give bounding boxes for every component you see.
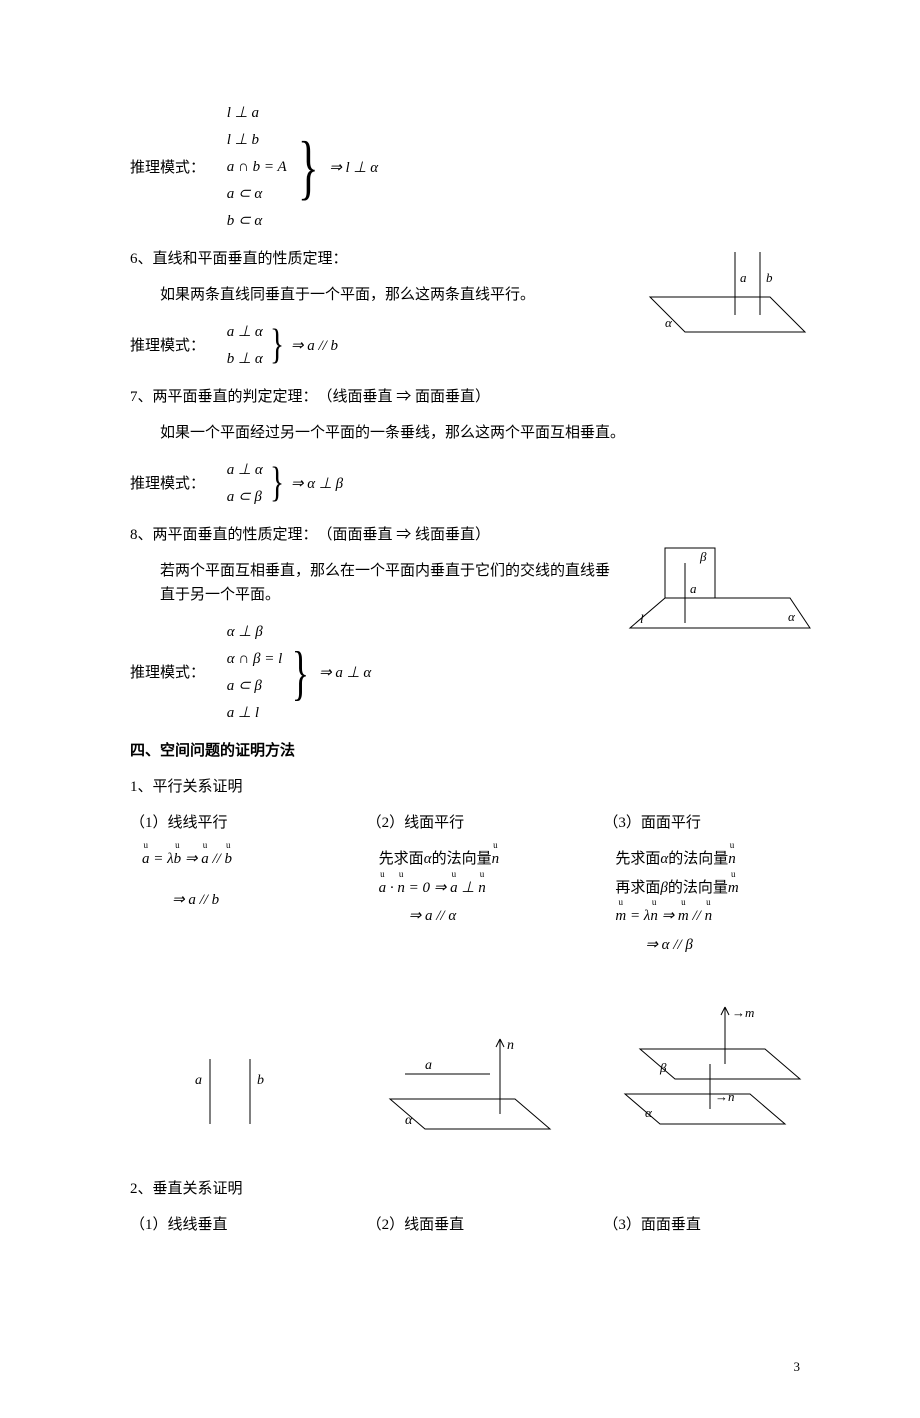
svg-text:a: a [690,581,697,596]
page-number: 3 [130,1357,820,1378]
parallel-title: 1、平行关系证明 [130,775,820,799]
figures-row: a b a n α β α →m [130,999,820,1147]
svg-text:n: n [507,1038,514,1053]
formula1-label: 推理模式： [130,156,205,180]
parallel-col3: （3）面面平行 先求面α的法向量n 再求面β的法向量m m = λn ⇒ m /… [603,811,820,959]
svg-text:β: β [699,549,707,564]
item7-formula-label: 推理模式： [130,472,205,496]
svg-text:b: b [257,1073,264,1088]
svg-text:α: α [405,1113,413,1128]
svg-text:α: α [645,1105,653,1120]
perp-col1: （1）线线垂直 [130,1213,347,1237]
perp-columns: （1）线线垂直 （2）线面垂直 （3）面面垂直 [130,1213,820,1237]
fig-two-planes-normals: β α →m →n [610,999,820,1147]
item8-formula-label: 推理模式： [130,661,205,685]
col3-heading: （3）面面平行 [603,811,820,835]
svg-text:→n: →n [715,1089,735,1104]
svg-text:β: β [659,1060,667,1075]
perp-col3: （3）面面垂直 [603,1213,820,1237]
item6-result: ⇒ a // b [291,334,338,358]
brace-icon: } [267,331,287,360]
svg-text:a: a [740,270,747,285]
brace-icon: } [295,142,321,192]
fig-line-plane-normal: a n α [370,1029,580,1147]
svg-text:a: a [195,1073,202,1088]
svg-text:a: a [425,1058,432,1073]
svg-text:α: α [788,609,796,624]
section4-title: 四、空间问题的证明方法 [130,739,820,763]
formula1-premises: l ⊥ a l ⊥ b a ∩ b = A a ⊂ α b ⊂ α [227,100,287,235]
formula-block-7: 推理模式： a ⊥ α a ⊂ β } ⇒ α ⊥ β [130,457,820,511]
item8-result: ⇒ a ⊥ α [319,661,371,685]
svg-text:b: b [766,270,773,285]
brace-icon: } [290,652,312,694]
col1-heading: （1）线线平行 [130,811,347,835]
item6-formula-label: 推理模式： [130,334,205,358]
svg-text:α: α [665,315,673,330]
parallel-col1: （1）线线平行 a = λb ⇒ a // b ⇒ a // b [130,811,347,959]
formula1-group: l ⊥ a l ⊥ b a ∩ b = A a ⊂ α b ⊂ α } ⇒ l … [227,100,378,235]
svg-text:l: l [640,611,644,626]
diagram-two-lines-plane: a b α [640,247,820,342]
diagram-two-planes-perp: β a l α [610,543,820,673]
item7-body: 如果一个平面经过另一个平面的一条垂线，那么这两个平面互相垂直。 [130,421,820,445]
col2-heading: （2）线面平行 [367,811,584,835]
parallel-col2: （2）线面平行 先求面α的法向量n a · n = 0 ⇒ a ⊥ n ⇒ a … [367,811,584,959]
brace-icon: } [267,469,287,498]
perp-col2: （2）线面垂直 [367,1213,584,1237]
parallel-columns: （1）线线平行 a = λb ⇒ a // b ⇒ a // b （2）线面平行… [130,811,820,959]
formula1-result: ⇒ l ⊥ α [329,156,378,180]
svg-text:→m: →m [732,1005,754,1020]
perp-title: 2、垂直关系证明 [130,1177,820,1201]
formula-block-1: 推理模式： l ⊥ a l ⊥ b a ∩ b = A a ⊂ α b ⊂ α … [130,100,820,235]
fig-lines-ab: a b [130,1039,340,1147]
item7-heading: 7、两平面垂直的判定定理： （线面垂直 ⇒ 面面垂直） [130,385,820,409]
item7-result: ⇒ α ⊥ β [291,472,343,496]
